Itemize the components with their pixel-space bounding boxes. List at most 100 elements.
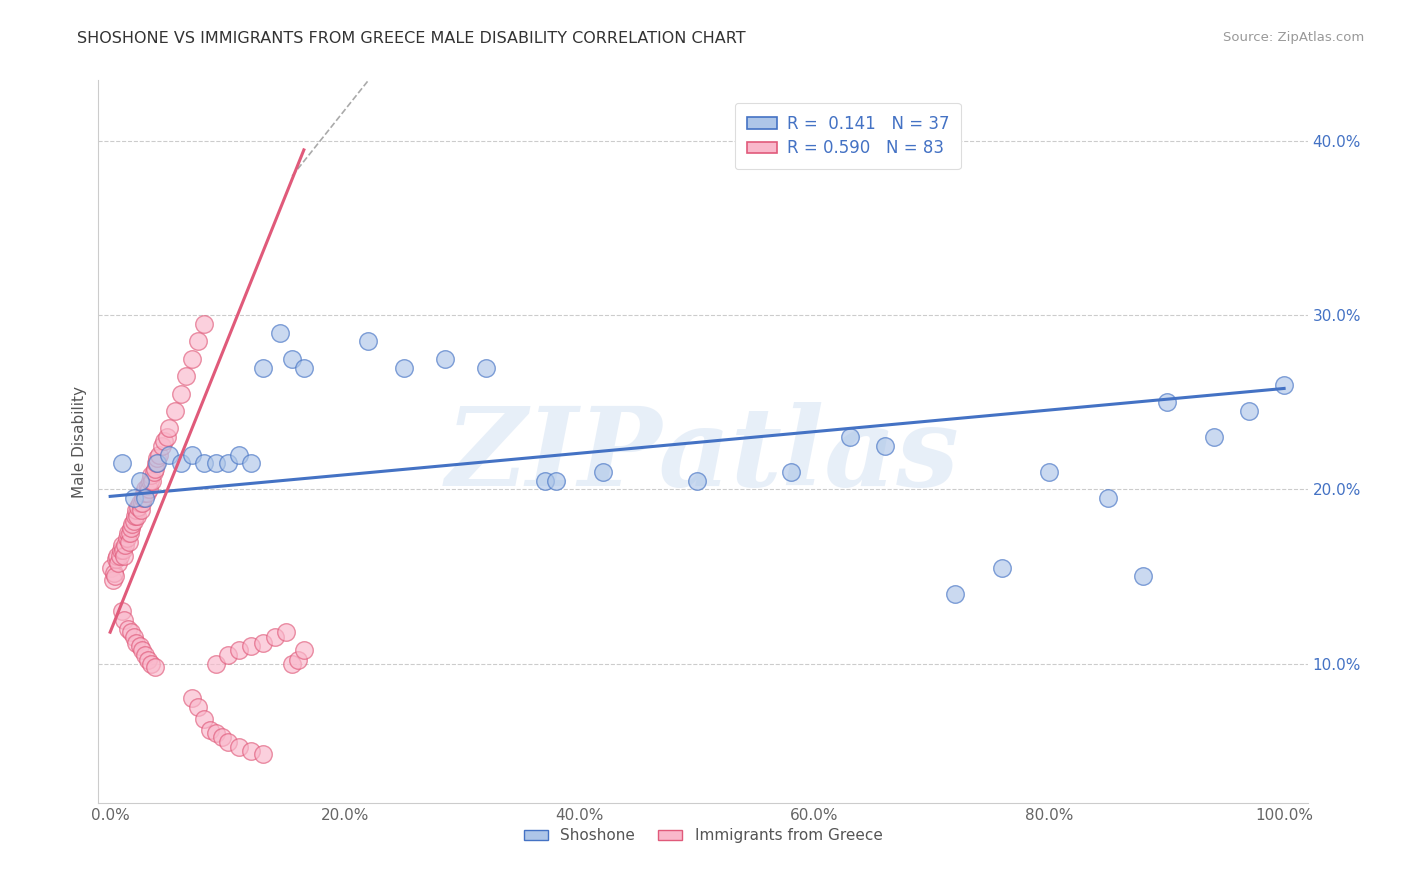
Point [276,625,298,640]
Point [148,448,170,462]
Legend: Shoshone, Immigrants from Greece: Shoshone, Immigrants from Greece [517,822,889,849]
Point [592,465,614,479]
Point [136,653,159,667]
Point [124,508,146,523]
Point [134,648,156,662]
Point [1156,395,1178,409]
Point [269,326,291,340]
Point [117,622,139,636]
Point [150,439,173,453]
Point [228,740,250,755]
Point [357,334,380,349]
Point [127,500,149,514]
Point [155,430,177,444]
Point [228,642,250,657]
Point [108,549,131,563]
Point [112,613,135,627]
Point [125,503,148,517]
Point [1132,569,1154,583]
Point [105,549,128,563]
Point [142,465,165,479]
Point [281,351,304,366]
Point [204,456,226,470]
Point [138,483,160,497]
Point [134,483,156,497]
Point [135,486,157,500]
Point [120,625,142,640]
Point [1272,378,1295,392]
Point [118,534,141,549]
Point [110,543,132,558]
Point [100,561,122,575]
Y-axis label: Male Disability: Male Disability [72,385,87,498]
Point [111,538,134,552]
Point [181,351,204,366]
Point [193,456,215,470]
Text: Source: ZipAtlas.com: Source: ZipAtlas.com [1223,31,1364,45]
Point [475,360,498,375]
Point [128,639,150,653]
Point [111,456,134,470]
Point [112,549,135,563]
Point [129,503,152,517]
Point [181,691,204,706]
Point [122,631,145,645]
Point [131,642,153,657]
Point [127,508,149,523]
Point [198,723,221,737]
Point [187,334,209,349]
Point [187,700,209,714]
Point [132,491,155,505]
Point [873,439,896,453]
Point [105,552,128,566]
Point [139,474,162,488]
Point [287,653,309,667]
Point [146,451,169,466]
Point [103,566,125,580]
Point [292,642,315,657]
Point [141,474,163,488]
Point [263,631,285,645]
Point [104,569,127,583]
Point [945,587,967,601]
Point [252,635,274,649]
Point [838,430,860,444]
Point [1097,491,1119,505]
Point [117,525,139,540]
Point [211,730,233,744]
Point [1237,404,1260,418]
Point [392,360,415,375]
Point [115,531,138,545]
Point [169,386,191,401]
Point [240,639,263,653]
Point [141,657,163,671]
Point [433,351,456,366]
Point [122,491,145,505]
Point [101,573,124,587]
Point [533,474,555,488]
Point [193,712,215,726]
Point [107,556,129,570]
Point [292,360,315,375]
Point [143,660,166,674]
Point [204,726,226,740]
Point [143,461,166,475]
Point [141,468,163,483]
Point [153,434,176,448]
Point [217,648,239,662]
Point [128,474,150,488]
Point [217,735,239,749]
Point [157,448,180,462]
Point [112,543,135,558]
Point [146,456,169,470]
Point [122,514,145,528]
Point [252,747,274,761]
Point [125,635,148,649]
Point [204,657,226,671]
Point [181,448,204,462]
Point [120,521,142,535]
Point [111,604,134,618]
Point [240,743,263,757]
Point [546,474,568,488]
Point [134,486,156,500]
